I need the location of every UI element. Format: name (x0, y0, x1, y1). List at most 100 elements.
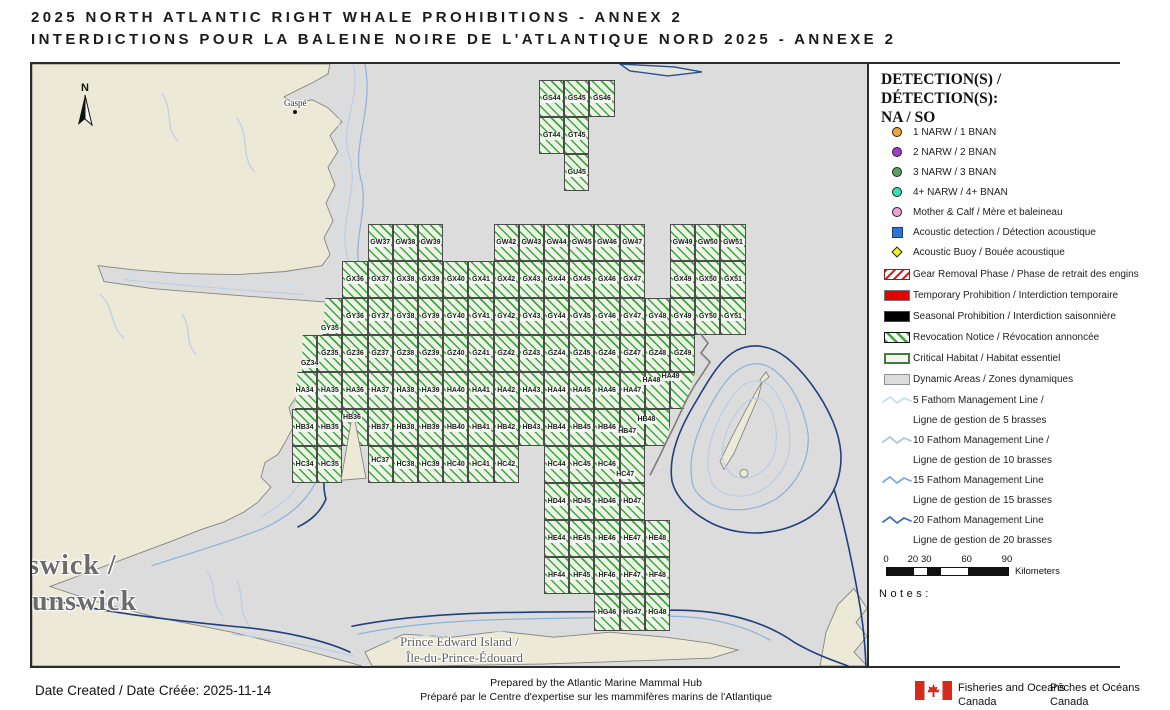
scale-tick: 30 (921, 554, 932, 565)
grid-cell-label: HB42 (496, 423, 517, 432)
grid-cell-label: HB47 (617, 427, 638, 436)
grid-cell-label: HA43 (521, 386, 542, 395)
legend-item-label: Temporary Prohibition / Interdiction tem… (913, 290, 1119, 301)
grid-cell-HB45 (569, 409, 595, 446)
legend-item-label: 4+ NARW / 4+ BNAN (913, 186, 1008, 198)
place-label-new-brunswick-1: swick / (32, 550, 117, 581)
grid-cell-label: GW37 (369, 238, 392, 247)
legend-item-label: 3 NARW / 3 BNAN (913, 166, 997, 178)
hatch-green-swatch-icon (881, 332, 913, 343)
diamond-icon (881, 246, 913, 258)
grid-cell-label: GZ36 (345, 349, 365, 358)
grid-cell-label: HC44 (546, 460, 567, 469)
grid-cell-label: HC46 (597, 460, 617, 469)
legend-item: Critical Habitat / Habitat essentiel (881, 348, 1116, 369)
legend-item: Revocation Notice / Révocation annoncée (881, 327, 1116, 348)
grid-cell-label: GX36 (345, 275, 365, 284)
grid-cell-label: GW50 (696, 238, 719, 247)
grid-cell-label: HB36 (342, 413, 362, 422)
grid-cell-label: HD44 (546, 497, 567, 506)
notes-label: Notes: (879, 588, 932, 600)
land-magdalen-islands (719, 381, 763, 471)
grid-cell-label: HE46 (597, 534, 617, 543)
place-label-pei-fr: Île-du-Prince-Édouard (406, 650, 523, 665)
fathom-line-icon (881, 393, 913, 407)
grid-cell-label: GW49 (671, 238, 694, 247)
grid-cell-label: HC42 (496, 460, 517, 469)
grid-cell-label: GZ43 (521, 349, 542, 358)
grid-cell-label: HF45 (572, 571, 592, 580)
land-anticosti-tip (618, 64, 703, 77)
gaspe-dot (293, 110, 297, 114)
grid-cell-label: GW43 (520, 238, 543, 247)
legend-panel: DETECTION(S) / DÉTECTION(S): NA / SO 1 N… (867, 64, 1139, 666)
scale-bar: 0 20 30 60 90 Kilometers (883, 554, 1113, 584)
grid-cell-label: HG48 (647, 608, 668, 617)
legend-item-label: Ligne de gestion de 5 brasses (913, 414, 1047, 426)
solid-red-swatch-icon (881, 290, 913, 301)
grid-cell-label: HD46 (597, 497, 617, 506)
grid-cell-label: HA36 (345, 386, 365, 395)
legend-item-label: 2 NARW / 2 BNAN (913, 146, 997, 158)
grid-cell-label: HB46 (597, 423, 617, 432)
grid-cell-label: HF48 (647, 571, 667, 580)
legend-item: Gear Removal Phase / Phase de retrait de… (881, 264, 1139, 285)
scale-bar-unit: Kilometers (1014, 566, 1060, 577)
grid-cell-label: GX43 (521, 275, 542, 284)
page-title: 2025 NORTH ATLANTIC RIGHT WHALE PROHIBIT… (31, 7, 896, 51)
grid-cell-label: HA42 (496, 386, 517, 395)
circle-icon (881, 147, 913, 157)
legend-fathom-item: 10 Fathom Management Line / Ligne de gest… (881, 430, 1116, 470)
legend-item-label: Acoustic Buoy / Bouée acoustique (913, 246, 1065, 258)
grid-cell-label: HA38 (395, 386, 416, 395)
grid-cell-label: GZ40 (446, 349, 466, 358)
legend-fathom-item: 5 Fathom Management Line / Ligne de gesti… (881, 390, 1116, 430)
legend-item-label: Ligne de gestion de 15 brasses (913, 494, 1052, 506)
grid-cell-label: GZ47 (622, 349, 642, 358)
grid-cell-label: GX44 (546, 275, 567, 284)
hatch-red-swatch-icon (881, 269, 913, 280)
grid-cell-label: HE48 (647, 534, 668, 543)
grid-cell-label: HA41 (471, 386, 491, 395)
map-frame: GS44 GS45 GS46 GT44 GT45 GU45 GW37 GW38 GW39 GW42… (30, 62, 1139, 668)
legend-item-label: Revocation Notice / Révocation annoncée (913, 332, 1100, 343)
grid-cell-HC37 (367, 446, 393, 483)
grid-cell-label: GZ34 (299, 359, 320, 368)
grid-cell-label: GZ35 (320, 349, 340, 358)
grid-cell-label: GX42 (496, 275, 517, 284)
circle-icon (881, 207, 913, 217)
grid-cell-label: GW45 (570, 238, 593, 247)
grid-cell-label: GT45 (567, 131, 587, 140)
grid-cell-label: GY39 (420, 312, 441, 321)
grid-cell-label: GY51 (723, 312, 743, 321)
legend-item-label: Dynamic Areas / Zones dynamiques (913, 374, 1074, 385)
north-arrow-icon (78, 94, 93, 127)
land-cape-breton (819, 587, 867, 666)
grid-cell-label: GU45 (566, 168, 587, 177)
grid-layer: GS44 GS45 GS46 GT44 GT45 GU45 GW37 GW38 GW39 GW42… (32, 64, 867, 666)
grid-cell-label: HB44 (546, 423, 567, 432)
legend-zones: Gear Removal Phase / Phase de retrait de… (881, 264, 1139, 390)
grid-cell-label: HF47 (622, 571, 642, 580)
grid-cell-label: HE44 (546, 534, 567, 543)
land-prince-edward-island (364, 630, 740, 666)
grid-cell-label: GW46 (596, 238, 618, 247)
grid-cell-label: HC39 (420, 460, 441, 469)
north-arrow: N (74, 82, 96, 133)
solid-black-swatch-icon (881, 311, 913, 322)
legend-item-label: 15 Fathom Management Line (913, 474, 1044, 486)
grid-cell-label: HA46 (597, 386, 617, 395)
land-shapes (32, 64, 867, 666)
grid-cell-label: GZ48 (647, 349, 668, 358)
scale-bar-bar (886, 567, 1009, 576)
grid-cell-label: GX50 (697, 275, 718, 284)
legend-item: 2 NARW / 2 BNAN (881, 142, 1116, 162)
grid-cell-label: HA34 (294, 386, 315, 395)
grid-cell-label: GY43 (521, 312, 542, 321)
dynamic-swatch-icon (881, 374, 913, 385)
legend-fathom-item: 15 Fathom Management Line Ligne de gestio… (881, 470, 1116, 510)
grid-cell-label: GZ37 (370, 349, 390, 358)
legend-item: Temporary Prohibition / Interdiction tem… (881, 285, 1119, 306)
grid-cell-label: HC40 (445, 460, 466, 469)
